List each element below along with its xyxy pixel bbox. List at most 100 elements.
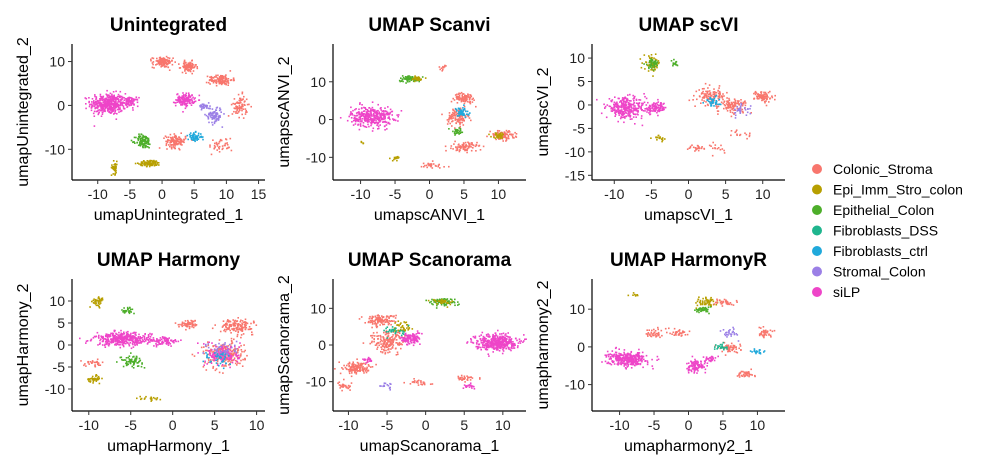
scatter-point	[501, 136, 503, 138]
scatter-point	[189, 102, 192, 105]
scatter-point	[456, 147, 459, 150]
scatter-point	[209, 350, 212, 352]
scatter-point	[192, 326, 195, 329]
scatter-point	[176, 140, 178, 142]
scatter-point	[117, 93, 120, 96]
scatter-point	[97, 102, 100, 104]
scatter-point	[717, 113, 719, 115]
scatter-point	[654, 105, 656, 107]
scatter-point	[613, 101, 616, 104]
scatter-point	[120, 98, 122, 101]
scatter-point	[203, 107, 206, 109]
scatter-point	[718, 98, 721, 101]
scatter-point	[459, 98, 461, 100]
scatter-point	[102, 106, 104, 109]
scatter-point	[215, 119, 218, 122]
scatter-point	[220, 351, 223, 354]
scatter-point	[738, 108, 740, 110]
scatter-point	[195, 138, 198, 140]
scatter-point	[143, 335, 146, 338]
scatter-point	[228, 319, 230, 322]
scatter-point	[760, 93, 763, 95]
scatter-point	[472, 144, 475, 147]
scatter-point	[459, 92, 462, 95]
scatter-point	[114, 172, 116, 175]
scatter-point	[224, 76, 227, 79]
scatter-point	[155, 344, 158, 346]
scatter-point	[398, 79, 401, 82]
scatter-point	[110, 106, 112, 108]
scatter-point	[97, 297, 100, 299]
scatter-point	[396, 114, 398, 116]
scatter-point	[136, 99, 139, 101]
scatter-point	[709, 92, 711, 95]
scatter-point	[373, 112, 375, 115]
scatter-point	[167, 138, 169, 141]
scatter-point	[449, 115, 452, 117]
scatter-point	[107, 108, 109, 111]
scatter-point	[237, 107, 240, 110]
scatter-point	[634, 113, 636, 115]
scatter-point	[128, 334, 130, 336]
scatter-point	[121, 96, 124, 99]
scatter-point	[218, 371, 221, 374]
scatter-point	[659, 104, 661, 107]
scatter-point	[112, 334, 114, 337]
scatter-point	[615, 103, 618, 105]
scatter-point	[454, 115, 456, 117]
scatter-point	[119, 336, 122, 338]
scatter-point	[411, 78, 414, 80]
scatter-point	[210, 359, 212, 361]
scatter-point	[127, 99, 130, 101]
scatter-point	[95, 102, 97, 104]
scatter-point	[162, 341, 165, 344]
scatter-point	[464, 94, 466, 97]
scatter-point	[105, 93, 108, 96]
scatter-point	[507, 134, 510, 137]
scatter-point	[137, 137, 139, 140]
scatter-point	[735, 130, 737, 133]
scatter-point	[208, 341, 210, 344]
scatter-point	[742, 111, 744, 114]
scatter-point	[121, 343, 124, 346]
scatter-point	[120, 332, 122, 335]
scatter-point	[115, 90, 117, 93]
scatter-point	[162, 63, 165, 65]
scatter-point	[201, 136, 203, 139]
scatter-point	[95, 97, 98, 100]
scatter-point	[661, 105, 663, 108]
scatter-point	[125, 336, 128, 339]
scatter-point	[233, 110, 235, 113]
scatter-point	[408, 80, 411, 83]
scatter-point	[405, 76, 408, 79]
scatter-point	[215, 112, 217, 115]
scatter-point	[104, 105, 107, 108]
scatter-point	[226, 80, 228, 83]
scatter-point	[96, 100, 98, 103]
scatter-point	[130, 102, 132, 104]
scatter-point	[128, 312, 131, 315]
scatter-point	[116, 108, 119, 111]
scatter-point	[648, 66, 650, 68]
scatter-point	[374, 115, 376, 118]
scatter-point	[611, 110, 614, 112]
scatter-point	[213, 117, 216, 120]
scatter-point	[93, 378, 96, 381]
scatter-point	[216, 115, 218, 118]
scatter-point	[114, 168, 117, 171]
scatter-point	[496, 135, 499, 138]
scatter-point	[356, 118, 358, 120]
scatter-point	[449, 116, 452, 119]
scatter-point	[91, 377, 93, 380]
scatter-point	[144, 146, 146, 149]
scatter-point	[236, 335, 239, 338]
scatter-point	[672, 62, 675, 64]
scatter-point	[128, 344, 131, 347]
scatter-point	[437, 165, 439, 168]
scatter-point	[362, 124, 364, 127]
scatter-point	[454, 118, 457, 120]
scatter-point	[352, 109, 354, 112]
scatter-point	[605, 116, 608, 119]
scatter-point	[140, 365, 143, 368]
scatter-point	[162, 62, 164, 64]
